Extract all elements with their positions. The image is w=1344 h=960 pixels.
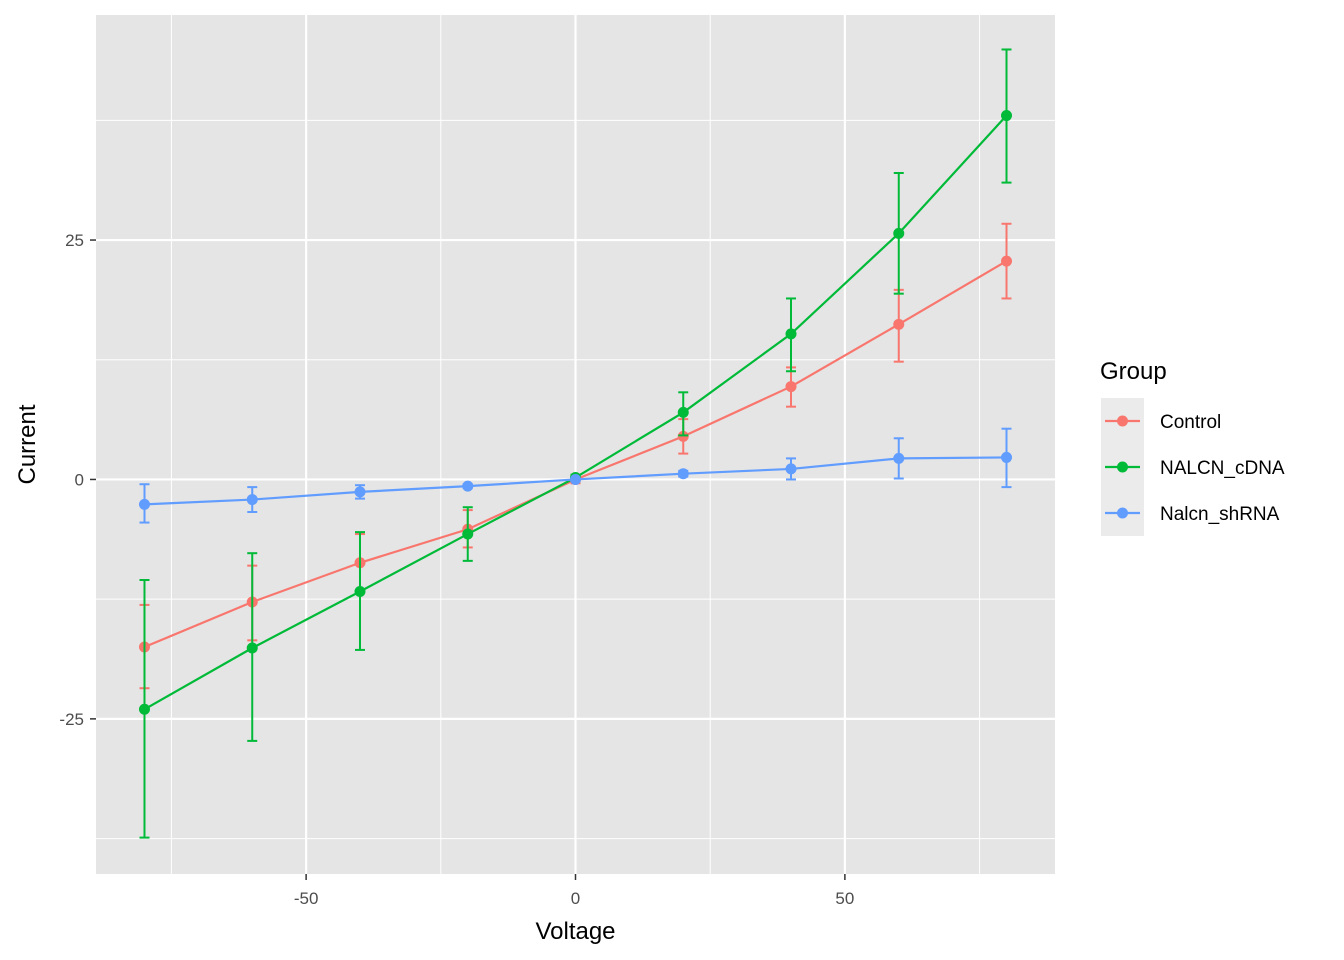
legend: Group Control NALCN_cDNA Nalcn_shRNA [1100, 358, 1285, 536]
data-point [1001, 451, 1013, 463]
legend-item-NALCN_cDNA: NALCN_cDNA [1101, 444, 1285, 490]
grid-major [96, 15, 1055, 874]
data-point [785, 463, 797, 475]
series-layer [138, 48, 1013, 839]
data-point [893, 318, 905, 330]
data-point [893, 452, 905, 464]
legend-item-Nalcn_shRNA: Nalcn_shRNA [1101, 490, 1280, 536]
legend-key-point [1117, 461, 1128, 473]
data-point [462, 480, 474, 492]
legend-title: Group [1100, 358, 1167, 385]
legend-label: Nalcn_shRNA [1160, 504, 1280, 525]
data-point [785, 328, 797, 340]
legend-keys: Control NALCN_cDNA Nalcn_shRNA [1101, 398, 1285, 536]
legend-label: NALCN_cDNA [1160, 458, 1285, 479]
data-point [893, 227, 905, 239]
data-point [462, 528, 474, 540]
data-point [1001, 255, 1013, 267]
x-tick-label: -50 [294, 889, 319, 908]
data-point [354, 486, 366, 498]
data-point [785, 381, 797, 393]
data-point [570, 473, 581, 485]
data-point [677, 468, 689, 480]
data-point [677, 406, 689, 418]
y-axis: -25 0 25 [59, 231, 96, 729]
data-point [138, 703, 150, 715]
y-axis-title: Current [14, 404, 41, 484]
series-Nalcn_shRNA [138, 427, 1013, 524]
legend-key-point [1117, 507, 1128, 519]
data-point [1001, 110, 1013, 122]
legend-item-Control: Control [1101, 398, 1221, 444]
y-tick-label: -25 [59, 710, 84, 729]
legend-label: Control [1160, 412, 1221, 433]
data-point [246, 494, 258, 506]
x-axis-title: Voltage [535, 918, 615, 945]
x-axis: -50 0 50 [294, 874, 854, 908]
x-tick-label: 0 [571, 889, 580, 908]
x-tick-label: 50 [835, 889, 854, 908]
data-point [354, 585, 366, 597]
y-tick-label: 0 [75, 470, 84, 489]
data-point [138, 498, 150, 510]
data-point [246, 642, 258, 654]
y-tick-label: 25 [65, 231, 84, 250]
legend-key-point [1117, 415, 1128, 427]
